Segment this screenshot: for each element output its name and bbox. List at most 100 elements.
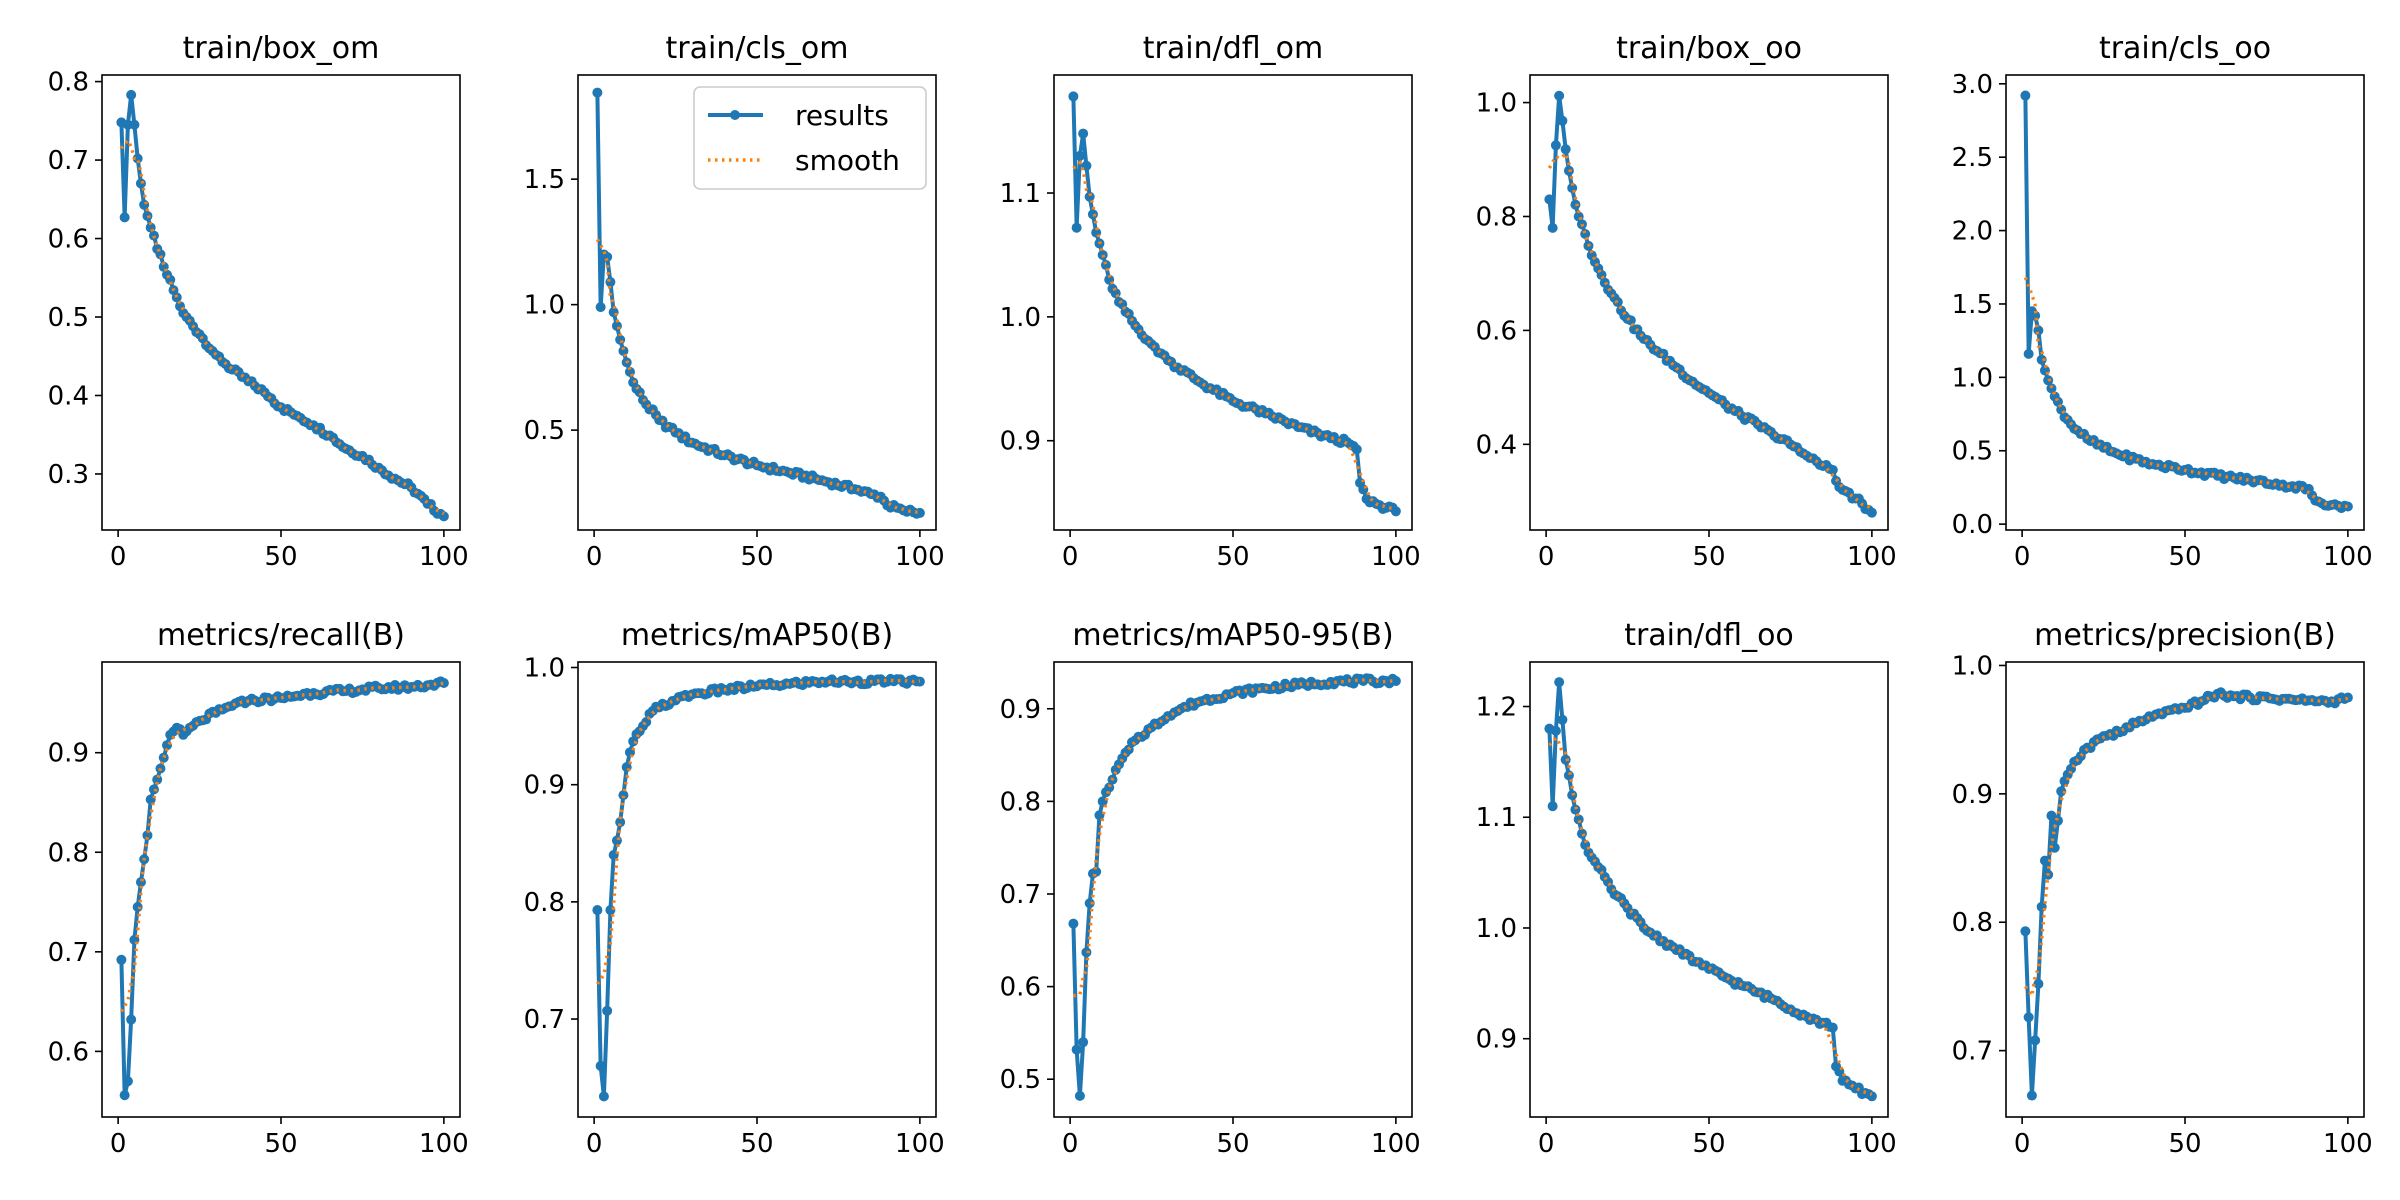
axes-frame <box>1529 661 1889 1118</box>
results-line <box>1547 93 1874 515</box>
results-line <box>119 92 446 518</box>
results-point <box>2023 1012 2034 1023</box>
results-line <box>1071 676 1398 1098</box>
subplot-title: train/box_oo <box>1616 31 1802 66</box>
results-point <box>1827 1022 1838 1033</box>
y-tick-label: 0.6 <box>1000 973 1041 1003</box>
x-tick-label: 100 <box>1371 1129 1421 1159</box>
smooth-line <box>1548 735 1873 1096</box>
results-line <box>2023 95 2349 511</box>
results-point <box>142 830 153 841</box>
results-point <box>1104 782 1115 793</box>
results-point <box>1557 115 1568 126</box>
y-tick-label: 0.5 <box>1952 437 1993 467</box>
results-point <box>595 1060 606 1071</box>
y-tick-label: 0.8 <box>48 838 89 868</box>
results-point <box>1866 1091 1877 1102</box>
smooth-line <box>1547 150 1873 511</box>
x-tick-label: 50 <box>264 542 297 572</box>
y-tick-label: 0.0 <box>1952 510 1993 540</box>
results-point <box>1576 828 1587 839</box>
y-tick-label: 0.9 <box>1476 1025 1517 1055</box>
results-point <box>139 199 150 210</box>
results-point <box>119 1090 130 1101</box>
results-point <box>634 387 645 398</box>
y-tick-label: 0.7 <box>48 146 89 176</box>
axes-frame <box>2005 661 2365 1118</box>
results-point <box>1560 144 1571 155</box>
subplot-title: metrics/mAP50(B) <box>621 618 893 653</box>
y-tick-label: 0.8 <box>524 888 565 918</box>
subplot-title: train/cls_om <box>666 31 849 66</box>
y-tick-label: 0.3 <box>48 460 89 490</box>
y-tick-label: 1.0 <box>524 654 565 684</box>
results-point <box>2020 90 2031 101</box>
subplot-1: train/cls_om 0 50 100 0.5 1.0 1.5 results smooth <box>524 31 945 572</box>
results-point <box>148 230 159 241</box>
axes-frame <box>577 74 937 531</box>
results-point <box>1097 249 1108 260</box>
results-point <box>438 678 449 689</box>
results-point <box>1084 191 1095 202</box>
results-point <box>592 87 603 98</box>
results-point <box>1068 918 1079 929</box>
results-point <box>1544 194 1555 205</box>
smooth-line <box>119 681 445 1013</box>
results-point <box>1557 714 1568 725</box>
legend-results-marker <box>730 110 740 120</box>
results-point <box>1071 222 1082 233</box>
x-tick-label: 0 <box>1062 1129 1079 1159</box>
smooth-line <box>595 678 921 985</box>
y-tick-label: 2.0 <box>1952 217 1993 247</box>
results-point <box>1547 801 1558 812</box>
y-tick-label: 0.4 <box>48 381 89 411</box>
x-tick-label: 50 <box>1216 1129 1249 1159</box>
results-point <box>1390 506 1401 517</box>
results-point <box>1390 675 1401 686</box>
subplot-title: metrics/recall(B) <box>157 618 405 653</box>
results-point <box>1078 128 1089 139</box>
results-point <box>605 277 616 288</box>
subplot-title: train/dfl_om <box>1143 31 1323 66</box>
y-tick-label: 1.0 <box>1952 363 1993 393</box>
smooth-line <box>1072 159 1396 511</box>
axes-frame <box>1529 74 1889 531</box>
results-point <box>618 345 629 356</box>
results-point <box>615 817 626 828</box>
subplot-5: metrics/recall(B) 0 50 100 0.6 0.7 0.8 0.9 <box>48 618 469 1159</box>
smooth-line <box>2023 693 2349 1001</box>
smooth-line <box>595 238 920 514</box>
results-point <box>615 334 626 345</box>
results-point <box>1554 677 1565 688</box>
subplot-7: metrics/mAP50-95(B) 0 50 100 0.5 0.6 0.7 0.8 0.9 <box>1000 618 1421 1159</box>
y-tick-label: 0.8 <box>1952 908 1993 938</box>
y-tick-label: 0.7 <box>1952 1037 1993 1067</box>
results-point <box>2039 855 2050 866</box>
results-line <box>595 676 920 1099</box>
results-point <box>598 1091 609 1102</box>
results-point <box>132 902 143 913</box>
y-tick-label: 1.0 <box>1476 914 1517 944</box>
y-tick-label: 2.5 <box>1952 143 1993 173</box>
subplot-title: train/box_om <box>183 31 380 66</box>
y-tick-label: 0.7 <box>48 938 89 968</box>
x-tick-label: 100 <box>1847 1129 1897 1159</box>
x-tick-label: 0 <box>1062 542 1079 572</box>
results-point <box>2033 978 2044 989</box>
y-tick-label: 0.7 <box>1000 880 1041 910</box>
results-point <box>148 784 159 795</box>
subplot-0: train/box_om 0 50 100 0.3 0.4 0.5 0.6 0.7 0.8 <box>48 31 469 572</box>
results-point <box>2056 786 2067 797</box>
axes-frame <box>577 661 937 1118</box>
x-tick-label: 100 <box>895 542 945 572</box>
results-point <box>1094 810 1105 821</box>
x-tick-label: 0 <box>1538 542 1555 572</box>
results-point <box>2020 926 2031 937</box>
x-tick-label: 0 <box>586 542 603 572</box>
y-tick-label: 0.5 <box>1000 1065 1041 1095</box>
x-tick-label: 0 <box>110 542 127 572</box>
results-point <box>1827 464 1838 475</box>
y-tick-label: 0.9 <box>48 739 89 769</box>
x-tick-label: 100 <box>1371 542 1421 572</box>
